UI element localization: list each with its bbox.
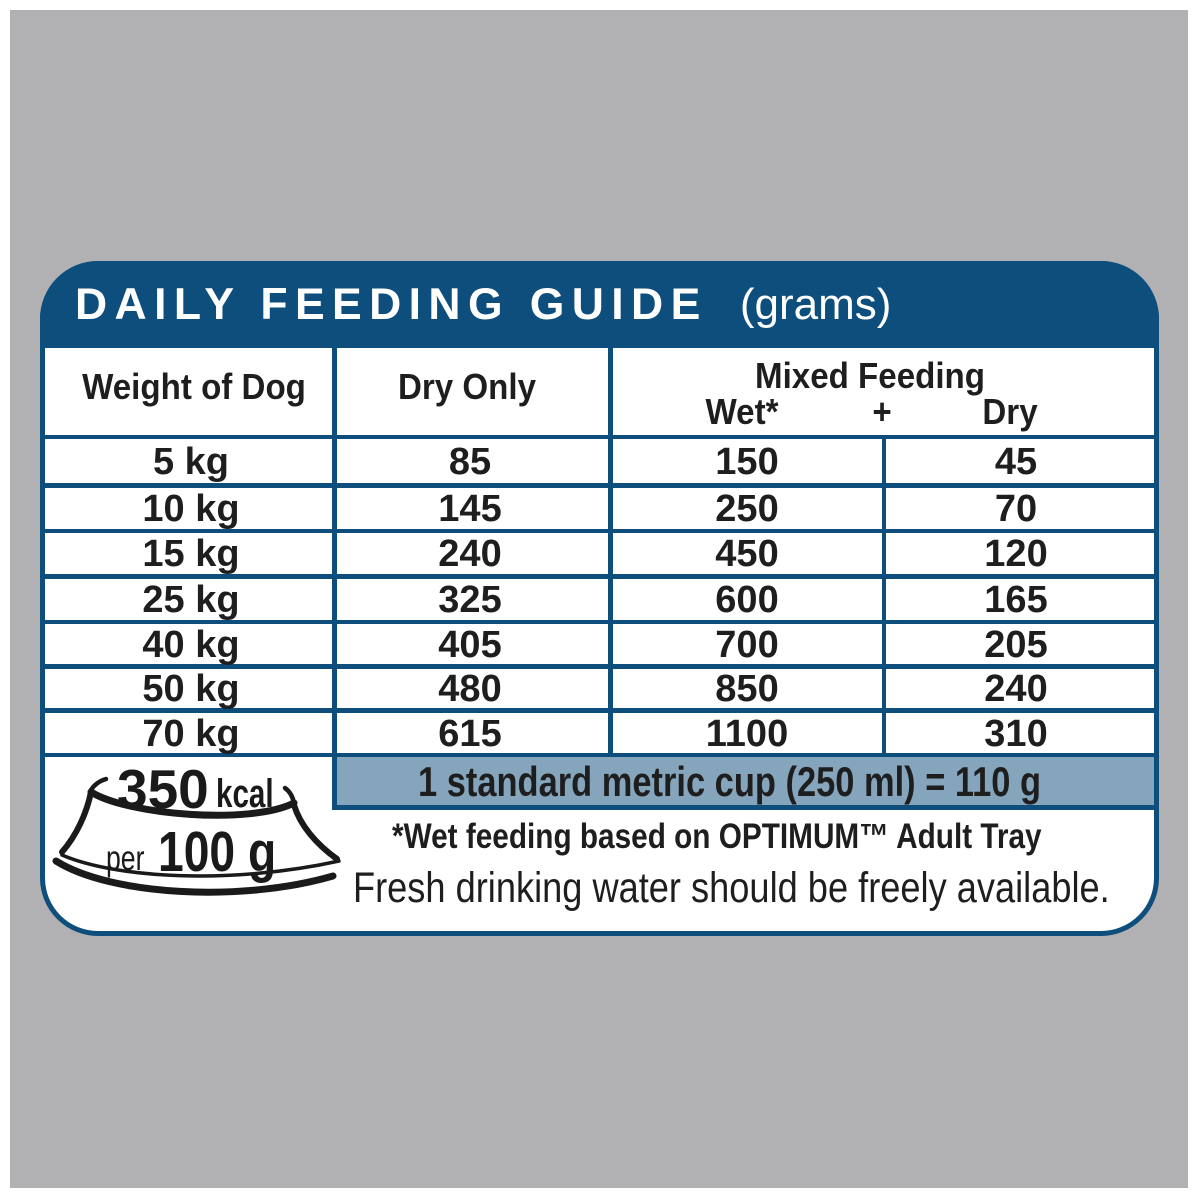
- svg-text:per: per: [106, 838, 144, 877]
- svg-text:350: 350: [117, 758, 209, 820]
- svg-text:100 g: 100 g: [158, 820, 276, 883]
- svg-text:kcal: kcal: [216, 772, 274, 816]
